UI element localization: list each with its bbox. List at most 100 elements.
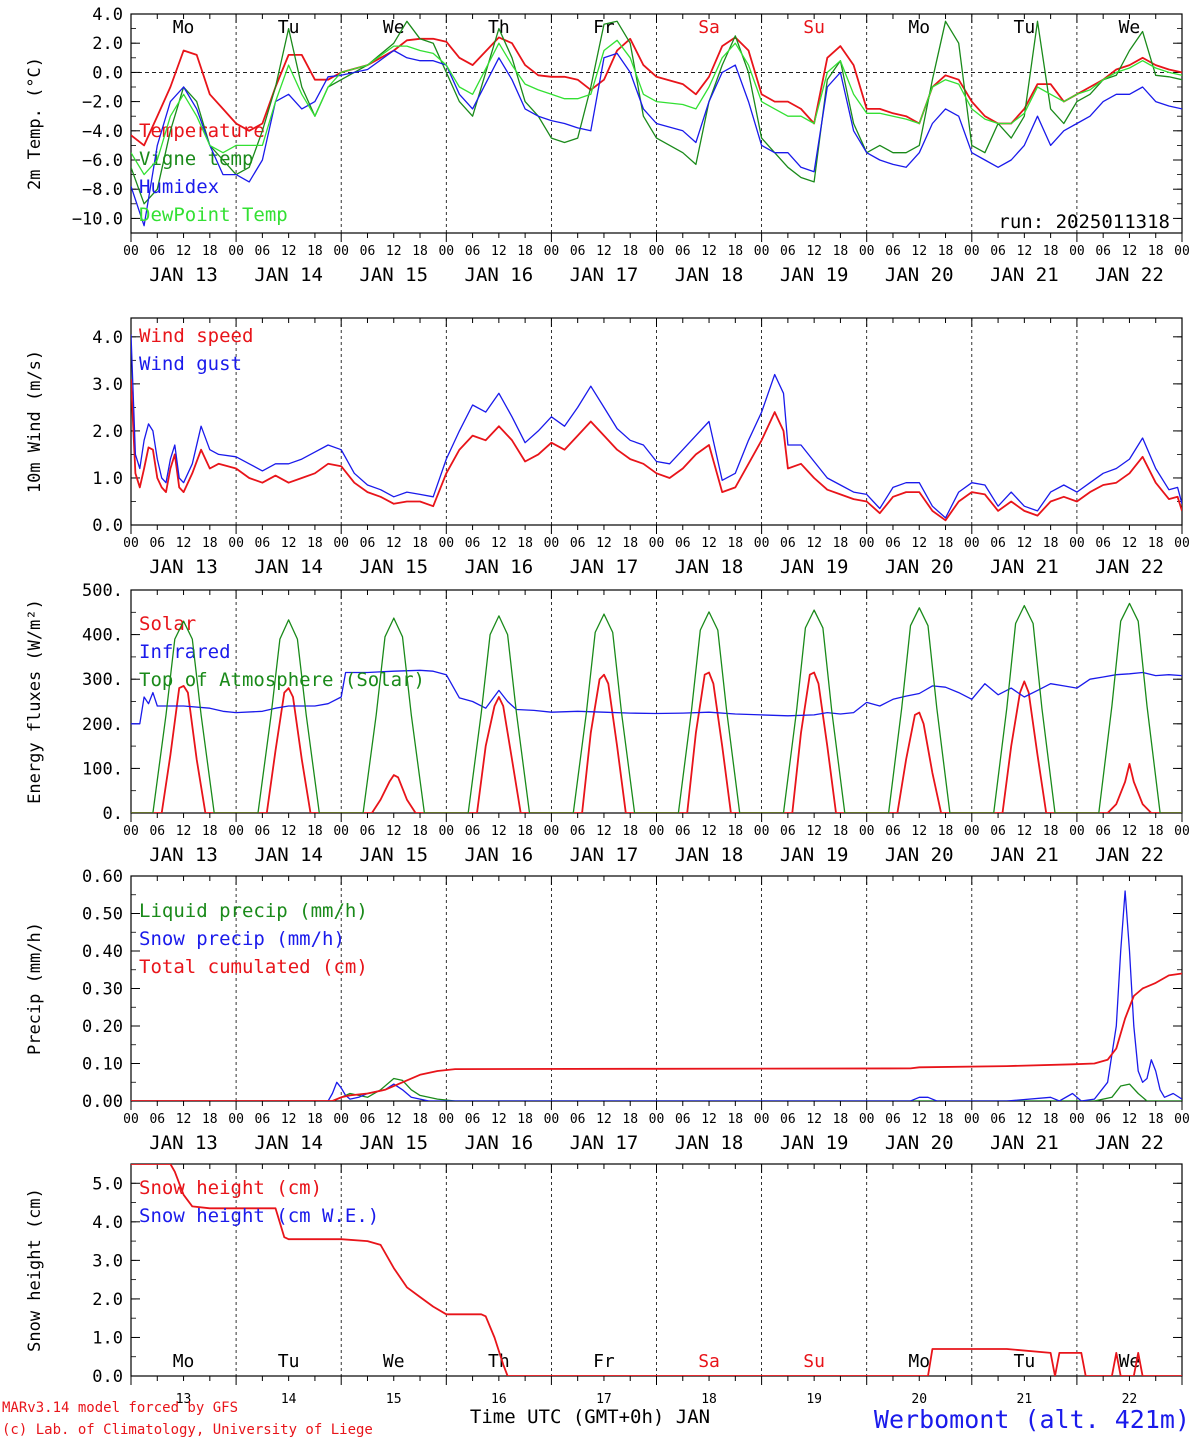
hour-tick-label: 06 bbox=[885, 824, 901, 839]
hour-tick-label: 00 bbox=[649, 244, 665, 259]
legend-entry: DewPoint Temp bbox=[139, 204, 288, 226]
hour-tick-label: 00 bbox=[123, 244, 139, 259]
hour-tick-label: 12 bbox=[176, 536, 192, 551]
hour-tick-label: 18 bbox=[938, 536, 954, 551]
weekday-label: We bbox=[383, 17, 405, 38]
date-label: JAN 22 bbox=[1095, 556, 1164, 578]
hour-tick-label: 00 bbox=[964, 536, 980, 551]
hour-tick-label: 12 bbox=[701, 244, 717, 259]
hour-tick-label: 00 bbox=[1069, 1112, 1085, 1127]
hour-tick-label: 06 bbox=[675, 536, 691, 551]
panel-2: 4.0 3.0 2.0 1.0 0.0 10m Wind (m/s) 00 06 12 18 00 0… bbox=[25, 317, 1190, 578]
hour-tick-label: 18 bbox=[833, 824, 849, 839]
legend-entry: Wind gust bbox=[139, 353, 242, 375]
date-label: JAN 17 bbox=[570, 1132, 639, 1154]
hour-tick-label: 18 bbox=[622, 824, 638, 839]
weekday-label: Tu bbox=[1014, 1351, 1036, 1372]
series-line-solar bbox=[131, 671, 1182, 813]
series-line-humidex bbox=[131, 49, 1182, 227]
hour-tick-label: 18 bbox=[307, 824, 323, 839]
hour-tick-label: 18 bbox=[622, 244, 638, 259]
date-label: JAN 21 bbox=[990, 556, 1059, 578]
hour-tick-label: 18 bbox=[517, 1112, 533, 1127]
date-label: JAN 19 bbox=[780, 1132, 849, 1154]
hour-tick-label: 06 bbox=[885, 244, 901, 259]
date-label: JAN 14 bbox=[254, 1132, 323, 1154]
hour-tick-label: 06 bbox=[465, 824, 481, 839]
date-label: JAN 17 bbox=[570, 556, 639, 578]
date-label: JAN 20 bbox=[885, 1132, 954, 1154]
y-tick-label: −2.0 bbox=[82, 93, 123, 113]
hour-tick-label: 06 bbox=[255, 244, 271, 259]
hour-tick-label: 18 bbox=[833, 1112, 849, 1127]
weekday-label: Mo bbox=[908, 1351, 930, 1372]
hour-tick-label: 12 bbox=[1017, 536, 1033, 551]
hour-tick-label: 12 bbox=[911, 536, 927, 551]
hour-tick-label: 06 bbox=[1095, 536, 1111, 551]
hour-tick-label: 12 bbox=[701, 536, 717, 551]
hour-tick-label: 12 bbox=[701, 824, 717, 839]
y-tick-label: −6.0 bbox=[82, 151, 123, 171]
hour-tick-label: 00 bbox=[964, 1112, 980, 1127]
date-label: JAN 21 bbox=[990, 264, 1059, 286]
hour-tick-label: 06 bbox=[255, 824, 271, 839]
weekday-label: We bbox=[1119, 17, 1141, 38]
day-number-label: 17 bbox=[596, 1392, 612, 1407]
weekday-label: We bbox=[383, 1351, 405, 1372]
hour-tick-label: 00 bbox=[333, 824, 349, 839]
date-label: JAN 20 bbox=[885, 844, 954, 866]
legend-entry: Snow height (cm W.E.) bbox=[139, 1205, 379, 1227]
y-tick-label: 2.0 bbox=[92, 1290, 123, 1310]
hour-tick-label: 06 bbox=[1095, 824, 1111, 839]
date-label: JAN 13 bbox=[149, 556, 218, 578]
date-label: JAN 19 bbox=[780, 844, 849, 866]
hour-tick-label: 12 bbox=[491, 244, 507, 259]
plot-frame bbox=[130, 589, 1183, 814]
hour-tick-label: 12 bbox=[806, 244, 822, 259]
y-axis-title: 2m Temp. (°C) bbox=[25, 57, 45, 190]
hour-tick-label: 18 bbox=[202, 1112, 218, 1127]
date-label: JAN 13 bbox=[149, 844, 218, 866]
hour-tick-label: 12 bbox=[386, 1112, 402, 1127]
hour-tick-label: 06 bbox=[149, 536, 165, 551]
hour-tick-label: 06 bbox=[885, 536, 901, 551]
y-tick-label: 0.0 bbox=[92, 516, 123, 536]
run-label: run: 2025011318 bbox=[998, 211, 1170, 233]
legend-entry: Solar bbox=[139, 613, 196, 635]
hour-tick-label: 00 bbox=[1069, 536, 1085, 551]
hour-tick-label: 00 bbox=[438, 244, 454, 259]
weekday-label: Su bbox=[803, 1351, 825, 1372]
y-axis-title: Snow height (cm) bbox=[25, 1188, 45, 1352]
series-line-wind-speed bbox=[131, 379, 1182, 522]
date-label: JAN 16 bbox=[465, 556, 534, 578]
hour-tick-label: 00 bbox=[123, 536, 139, 551]
date-label: JAN 15 bbox=[359, 556, 428, 578]
weekday-label: Fr bbox=[593, 17, 615, 38]
legend-entry: Liquid precip (mm/h) bbox=[139, 900, 368, 922]
hour-tick-label: 00 bbox=[438, 1112, 454, 1127]
hour-tick-label: 12 bbox=[386, 824, 402, 839]
hour-tick-label: 06 bbox=[675, 244, 691, 259]
hour-tick-label: 18 bbox=[1043, 536, 1059, 551]
hour-tick-label: 00 bbox=[1174, 244, 1190, 259]
legend-entry: Top of Atmosphere (Solar) bbox=[139, 669, 425, 691]
date-label: JAN 22 bbox=[1095, 844, 1164, 866]
y-tick-label: 0.30 bbox=[82, 980, 123, 1000]
hour-tick-label: 06 bbox=[1095, 244, 1111, 259]
hour-tick-label: 12 bbox=[281, 1112, 297, 1127]
hour-tick-label: 18 bbox=[938, 1112, 954, 1127]
y-tick-label: −8.0 bbox=[82, 180, 123, 200]
y-tick-label: 4.0 bbox=[92, 1213, 123, 1233]
hour-tick-label: 00 bbox=[754, 824, 770, 839]
hour-tick-label: 00 bbox=[649, 824, 665, 839]
hour-tick-label: 18 bbox=[1148, 1112, 1164, 1127]
hour-tick-label: 00 bbox=[1174, 1112, 1190, 1127]
hour-tick-label: 18 bbox=[307, 536, 323, 551]
hour-tick-label: 12 bbox=[911, 824, 927, 839]
hour-tick-label: 00 bbox=[859, 824, 875, 839]
hour-tick-label: 18 bbox=[833, 536, 849, 551]
hour-tick-label: 06 bbox=[780, 824, 796, 839]
hour-tick-label: 00 bbox=[123, 824, 139, 839]
hour-tick-label: 12 bbox=[176, 1112, 192, 1127]
hour-tick-label: 06 bbox=[465, 536, 481, 551]
